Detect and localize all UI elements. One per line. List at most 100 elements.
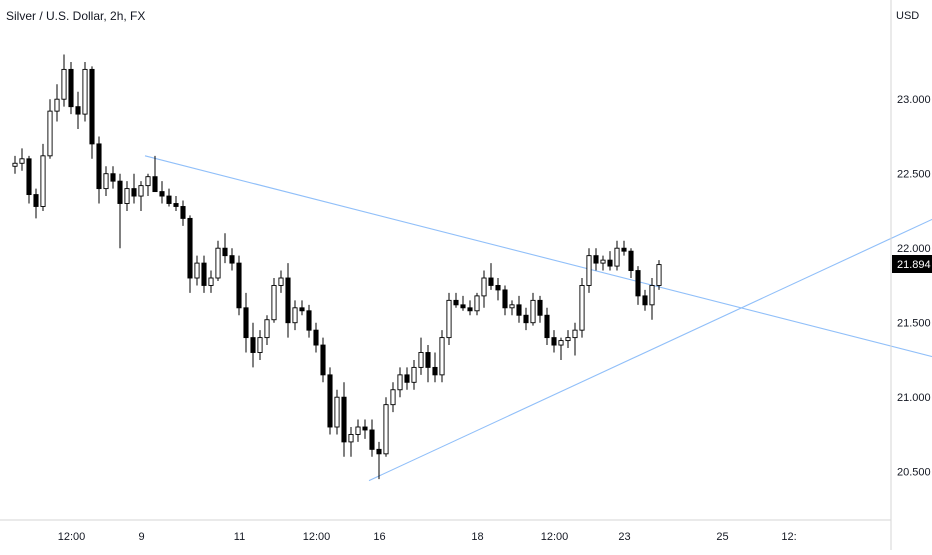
candle bbox=[110, 166, 116, 189]
candle-body bbox=[327, 374, 333, 428]
time-tick-label: 12:00 bbox=[303, 531, 331, 543]
candle bbox=[488, 263, 494, 290]
candle-body bbox=[299, 307, 305, 312]
candle bbox=[362, 419, 368, 439]
candle bbox=[208, 270, 214, 293]
candle-body bbox=[551, 337, 557, 346]
candle bbox=[201, 255, 207, 293]
price-tick-label: 22.500 bbox=[897, 169, 931, 181]
candle bbox=[656, 260, 662, 290]
candle-body bbox=[82, 68, 88, 115]
candle bbox=[82, 61, 88, 122]
candle-body bbox=[124, 188, 130, 204]
candle bbox=[607, 251, 613, 271]
candle-body bbox=[439, 337, 445, 376]
candle bbox=[600, 255, 606, 271]
candle-body bbox=[110, 173, 116, 182]
candle-body bbox=[103, 173, 109, 190]
candle bbox=[285, 263, 291, 338]
candle-body bbox=[313, 329, 319, 346]
candle bbox=[54, 84, 60, 122]
candle bbox=[593, 248, 599, 271]
candle-body bbox=[96, 143, 102, 190]
candle-body bbox=[215, 247, 221, 279]
candle-body bbox=[138, 185, 144, 197]
candle bbox=[40, 143, 46, 211]
trendline bbox=[144, 155, 932, 358]
candle bbox=[33, 188, 39, 219]
candle-body bbox=[159, 191, 165, 197]
candle-body bbox=[586, 255, 592, 286]
candle-body bbox=[271, 285, 277, 321]
candle-body bbox=[292, 307, 298, 324]
candle bbox=[390, 382, 396, 413]
candle-body bbox=[600, 259, 606, 264]
candle bbox=[376, 441, 382, 480]
candle-body bbox=[341, 396, 347, 443]
candle bbox=[579, 278, 585, 338]
time-tick-label: 18 bbox=[471, 531, 483, 543]
candle-body bbox=[509, 304, 515, 309]
candle-body bbox=[516, 304, 522, 316]
candle-body bbox=[502, 289, 508, 309]
candle-body bbox=[250, 337, 256, 353]
candle bbox=[306, 304, 312, 338]
candle bbox=[327, 367, 333, 435]
candle-body bbox=[285, 277, 291, 324]
candle-body bbox=[320, 344, 326, 376]
candle bbox=[194, 255, 200, 286]
candle-body bbox=[166, 195, 172, 204]
price-tick-label: 20.500 bbox=[897, 467, 931, 479]
candle bbox=[453, 292, 459, 308]
time-tick-label: 12:00 bbox=[541, 531, 569, 543]
candle bbox=[544, 307, 550, 346]
candle-body bbox=[628, 250, 634, 272]
candle-body bbox=[537, 299, 543, 316]
candle bbox=[278, 270, 284, 293]
price-tick-label: 21.000 bbox=[897, 392, 931, 404]
candle-body bbox=[369, 429, 375, 450]
time-axis-ticks[interactable]: 12:00 9 11 12:00 16 18 12:00 23 25 12: bbox=[58, 531, 797, 543]
candle bbox=[530, 292, 536, 326]
candle-body bbox=[621, 247, 627, 252]
candle bbox=[68, 61, 74, 115]
candle bbox=[271, 278, 277, 323]
candle-body bbox=[257, 337, 263, 353]
time-tick-label: 12:00 bbox=[58, 531, 86, 543]
candle bbox=[229, 248, 235, 271]
candle bbox=[334, 389, 340, 435]
candles bbox=[12, 54, 662, 480]
trendlines bbox=[144, 155, 932, 482]
candle-body bbox=[229, 255, 235, 264]
candle bbox=[467, 300, 473, 316]
candle-body bbox=[530, 299, 536, 324]
time-tick-label: 23 bbox=[618, 531, 630, 543]
candle bbox=[257, 330, 263, 360]
candle bbox=[131, 173, 137, 204]
candle bbox=[299, 300, 305, 316]
candle bbox=[250, 322, 256, 368]
last-price-value: 21.894 bbox=[897, 259, 931, 271]
time-tick-label: 16 bbox=[373, 531, 385, 543]
candle-body bbox=[89, 68, 95, 145]
candle-body bbox=[565, 337, 571, 342]
candle bbox=[166, 188, 172, 207]
price-tick-label: 23.000 bbox=[897, 94, 931, 106]
candle-body bbox=[54, 98, 60, 112]
candle-body bbox=[145, 176, 151, 187]
candle bbox=[551, 330, 557, 353]
candle-body bbox=[355, 426, 361, 435]
candle bbox=[47, 99, 53, 159]
candle-body bbox=[453, 299, 459, 306]
chart-title: Silver / U.S. Dollar, 2h, FX bbox=[6, 9, 146, 23]
candle-body bbox=[418, 352, 424, 368]
candle bbox=[537, 295, 543, 323]
candle bbox=[19, 148, 25, 171]
candle bbox=[138, 181, 144, 211]
candle bbox=[642, 289, 648, 311]
candle-body bbox=[222, 247, 228, 257]
price-axis-ticks[interactable]: 23.000 22.500 22.000 21.500 21.000 20.500 bbox=[897, 94, 931, 479]
candle-body bbox=[348, 434, 354, 443]
